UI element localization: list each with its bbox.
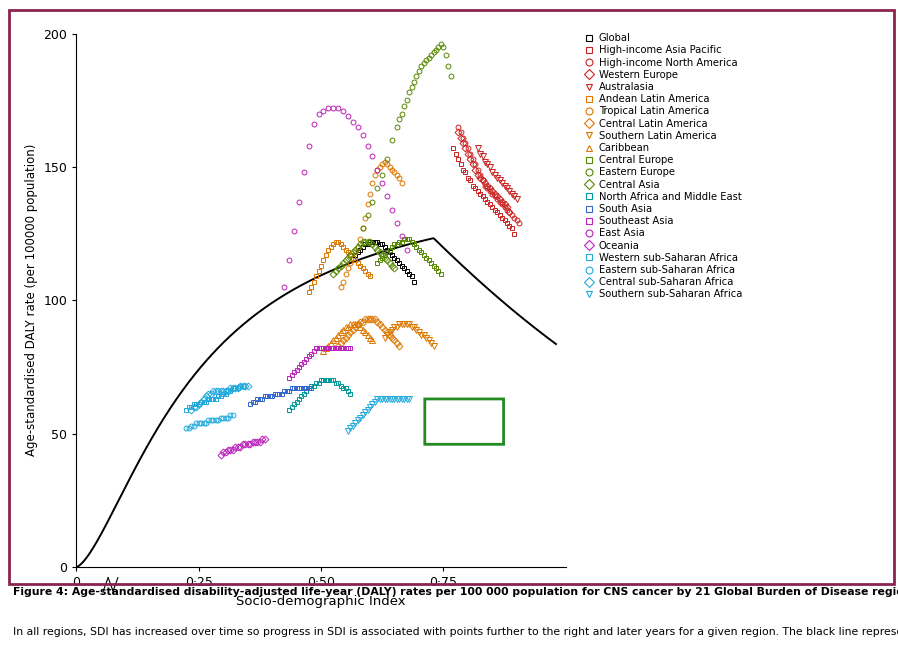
Y-axis label: Age-standardised DALY rate (per 100000 population): Age-standardised DALY rate (per 100000 p… [25, 144, 38, 456]
X-axis label: Socio-demographic Index: Socio-demographic Index [236, 595, 406, 607]
Text: Figure 4: Age-standardised disability-adjusted life-year (DALY) rates per 100 00: Figure 4: Age-standardised disability-ad… [13, 587, 898, 597]
Legend: Global, High-income Asia Pacific, High-income North America, Western Europe, Aus: Global, High-income Asia Pacific, High-i… [583, 34, 743, 299]
Text: In all regions, SDI has increased over time so progress in SDI is associated wit: In all regions, SDI has increased over t… [13, 627, 898, 637]
